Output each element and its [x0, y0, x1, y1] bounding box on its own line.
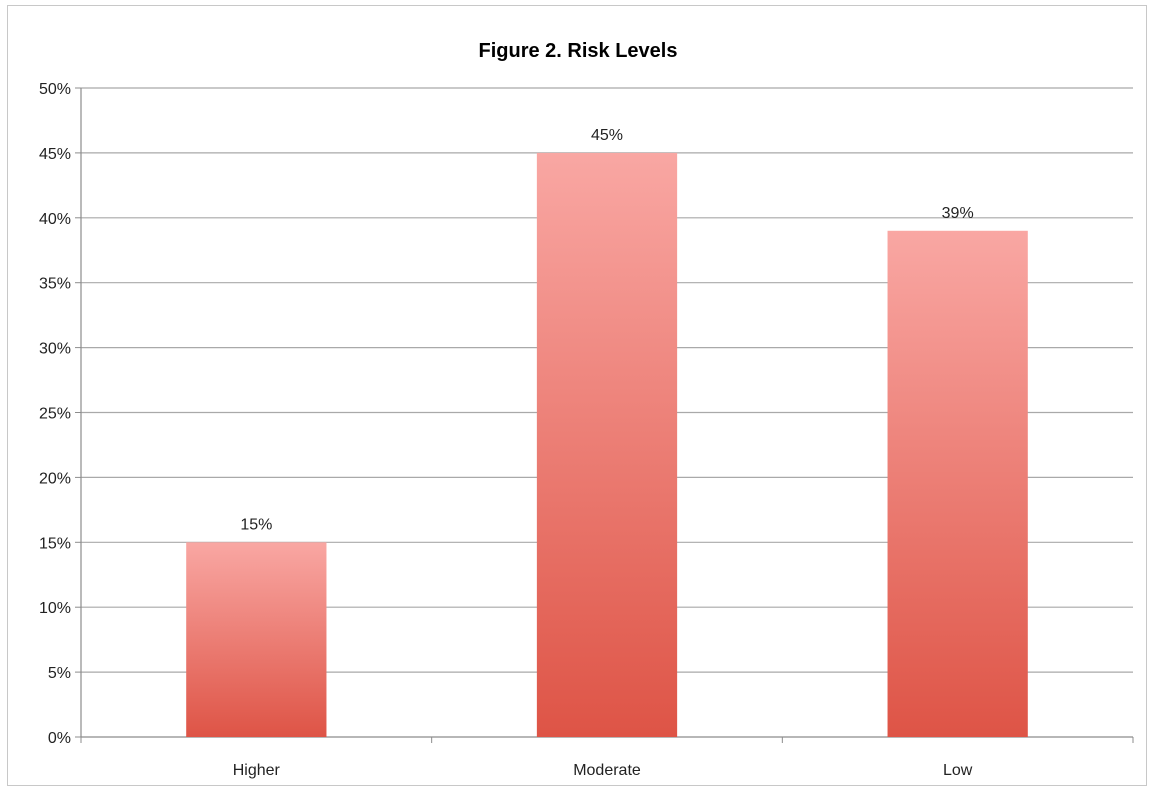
y-tick-label: 35% — [39, 276, 71, 293]
data-label: 15% — [240, 516, 272, 533]
y-tick-label: 15% — [39, 535, 71, 552]
bars — [186, 152, 1028, 737]
bar-moderate — [536, 152, 678, 737]
bar-low — [887, 230, 1028, 737]
y-tick-label: 30% — [39, 341, 71, 358]
chart-title: Figure 2. Risk Levels — [479, 40, 678, 62]
x-category-label: Higher — [233, 762, 281, 779]
data-label: 39% — [942, 205, 974, 222]
x-category-label: Low — [943, 762, 973, 779]
y-tick-label: 50% — [39, 81, 71, 98]
y-tick-label: 20% — [39, 470, 71, 487]
y-tick-label: 25% — [39, 406, 71, 423]
y-tick-label: 45% — [39, 146, 71, 163]
x-category-label: Moderate — [573, 762, 641, 779]
labels: 0% 5% 10% 15% 20% 25% 30% 35% 40% 45% 50% 15% Higher… — [39, 81, 974, 779]
y-tick-label: 5% — [48, 665, 71, 682]
y-tick-label: 0% — [48, 730, 71, 747]
bar-higher — [186, 542, 327, 737]
data-label: 45% — [591, 127, 623, 144]
y-tick-label: 40% — [39, 211, 71, 228]
y-tick-label: 10% — [39, 600, 71, 617]
